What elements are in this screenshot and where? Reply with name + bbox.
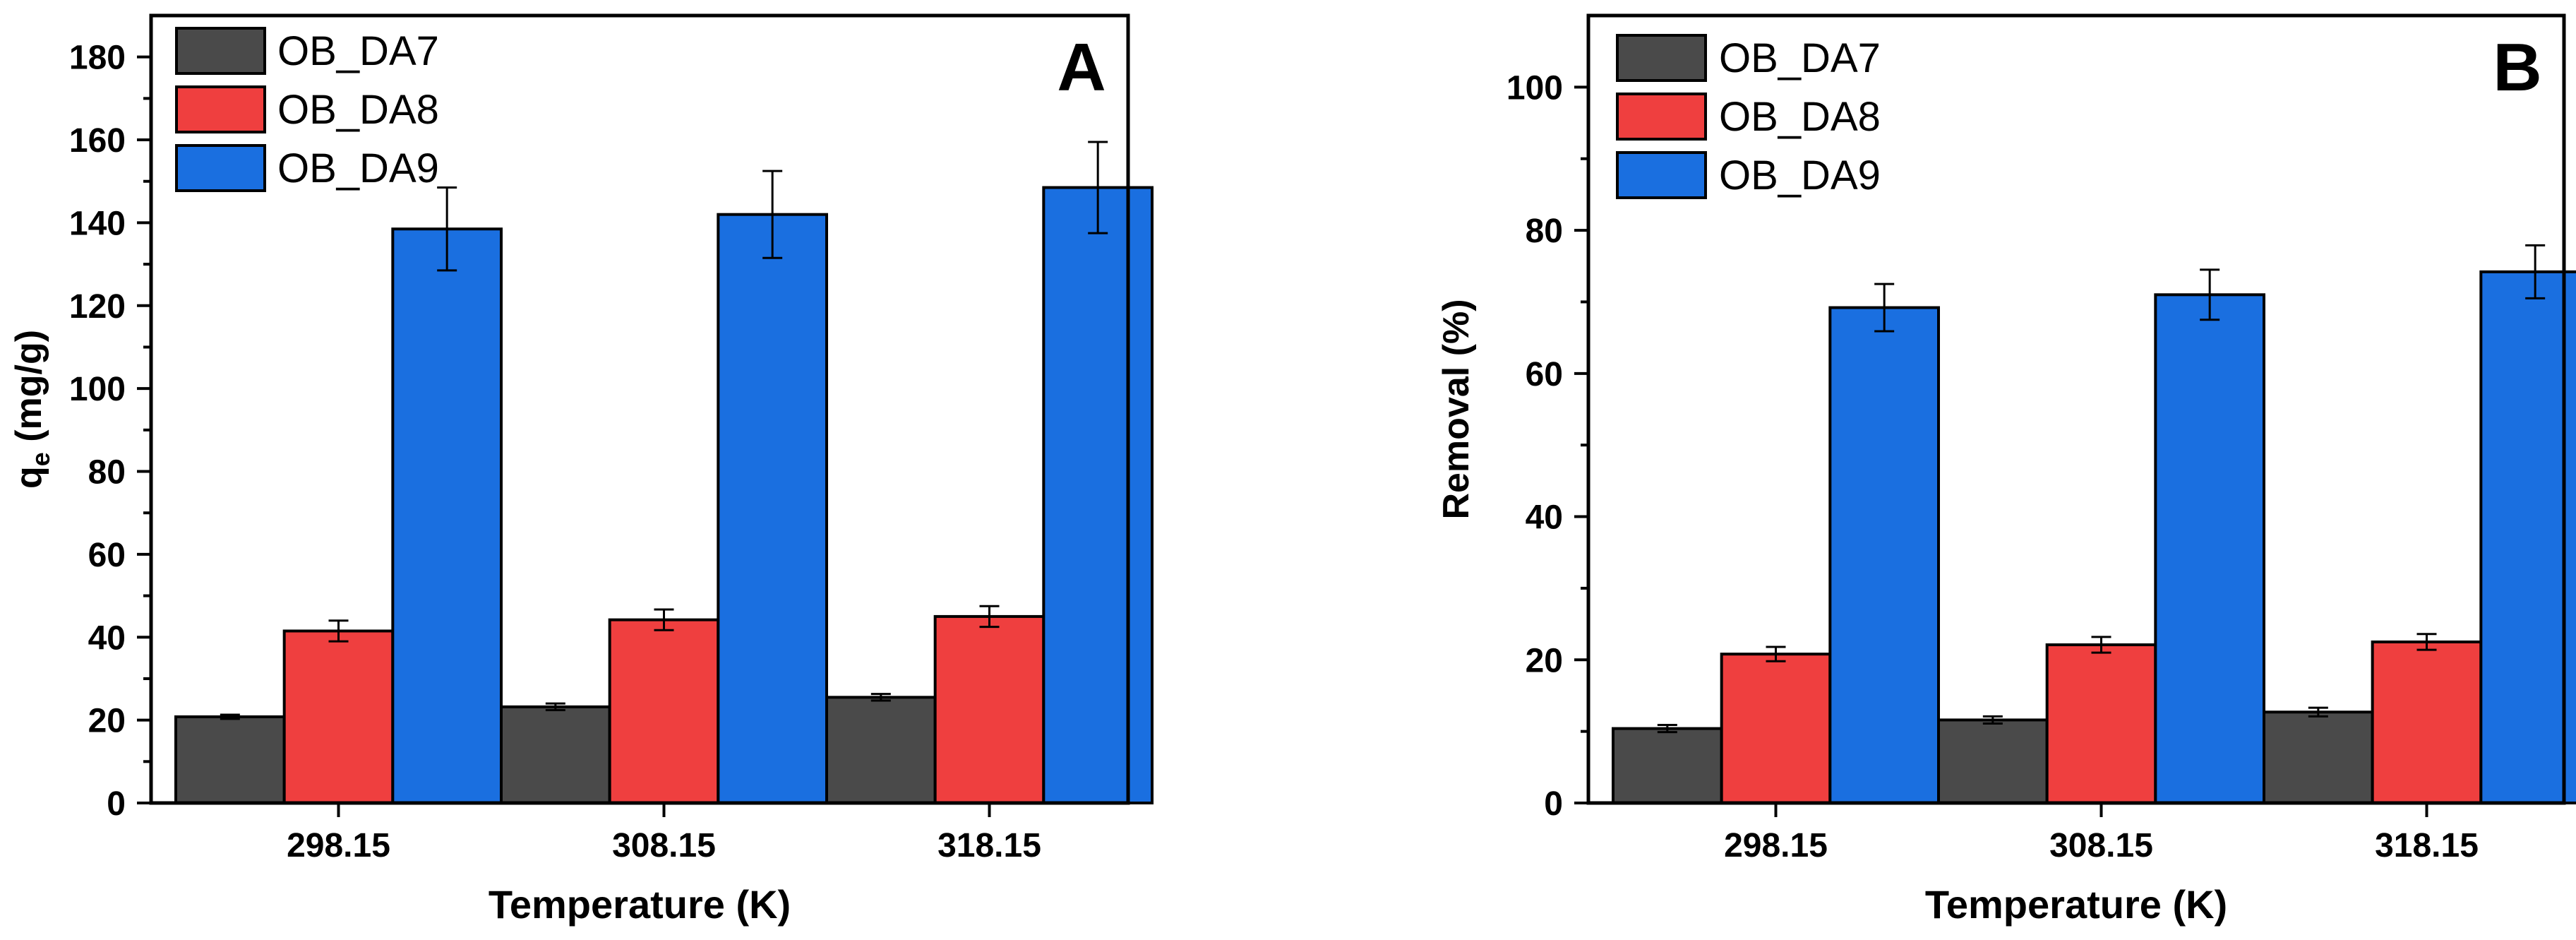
y-tick-label: 120 bbox=[69, 288, 126, 326]
y-axis-title: Removal (%) bbox=[1436, 299, 1477, 519]
y-tick-label: 160 bbox=[69, 122, 126, 160]
bar-ob-da7 bbox=[174, 715, 286, 804]
y-tick-label: 180 bbox=[69, 40, 126, 77]
legend-swatch bbox=[1616, 34, 1707, 82]
panel-label: A bbox=[1057, 30, 1106, 105]
x-axis-title: Temperature (K) bbox=[1925, 882, 2227, 927]
x-axis-title: Temperature (K) bbox=[489, 882, 791, 927]
x-tick-label: 308.15 bbox=[612, 827, 716, 864]
bar-ob-da8 bbox=[282, 629, 395, 804]
y-tick-label: 40 bbox=[1526, 499, 1563, 537]
bar-ob-da9 bbox=[717, 213, 828, 804]
bar-ob-da7 bbox=[500, 705, 611, 805]
legend-label: OB_DA9 bbox=[277, 145, 439, 191]
chart-b: 0 20 40 60 80 100 298.15 308.15 318.15 B Temperatu… bbox=[1436, 13, 2576, 927]
y-tick-label: 80 bbox=[1526, 213, 1563, 250]
legend-swatch bbox=[175, 85, 266, 133]
legend-swatch bbox=[1616, 151, 1707, 199]
y-tick-label: 20 bbox=[88, 703, 126, 740]
bar-ob-da7 bbox=[2263, 710, 2374, 804]
bar-ob-da8 bbox=[2045, 643, 2157, 805]
legend-swatch bbox=[1616, 93, 1707, 141]
bar-ob-da8 bbox=[933, 614, 1046, 805]
chart-a: 0 20 40 60 80 100 120 140 160 180 298.15 308.15 318.… bbox=[8, 13, 1154, 927]
bar-ob-da7 bbox=[825, 696, 937, 805]
y-tick-label: 0 bbox=[107, 785, 126, 823]
bar-ob-da7 bbox=[1937, 718, 2049, 804]
legend-label: OB_DA7 bbox=[277, 28, 439, 74]
y-axis-title: qe (mg/g) bbox=[8, 330, 55, 489]
legend-label: OB_DA9 bbox=[1719, 153, 1881, 198]
bar-ob-da8 bbox=[1720, 653, 1832, 804]
plot-frame bbox=[1586, 13, 2566, 805]
legend-label: OB_DA8 bbox=[1719, 94, 1881, 140]
y-tick-label: 40 bbox=[88, 619, 126, 657]
bar-ob-da9 bbox=[2479, 270, 2576, 804]
bar-ob-da9 bbox=[2154, 293, 2265, 804]
bar-ob-da8 bbox=[2371, 640, 2483, 804]
plot-frame bbox=[149, 13, 1130, 805]
y-tick-label: 60 bbox=[1526, 356, 1563, 393]
legend-label: OB_DA8 bbox=[277, 87, 439, 133]
legend-label: OB_DA7 bbox=[1719, 35, 1881, 81]
bar-ob-da7 bbox=[1612, 727, 1723, 804]
y-tick-label: 80 bbox=[88, 454, 126, 492]
bar-ob-da9 bbox=[1042, 186, 1154, 804]
y-tick-label: 100 bbox=[1506, 69, 1563, 107]
x-tick-label: 298.15 bbox=[287, 827, 390, 864]
y-tick-label: 140 bbox=[69, 205, 126, 242]
bar-ob-da8 bbox=[608, 618, 720, 804]
x-tick-label: 318.15 bbox=[2375, 827, 2479, 864]
x-tick-label: 308.15 bbox=[2049, 827, 2153, 864]
legend-swatch bbox=[175, 27, 266, 75]
panel-label: B bbox=[2493, 30, 2541, 105]
bar-ob-da9 bbox=[1828, 306, 1940, 804]
y-tick-label: 20 bbox=[1526, 642, 1563, 679]
y-tick-label: 60 bbox=[88, 537, 126, 574]
legend-swatch bbox=[175, 144, 266, 192]
x-tick-label: 318.15 bbox=[937, 827, 1041, 864]
bar-ob-da9 bbox=[391, 227, 503, 804]
y-tick-label: 0 bbox=[1544, 785, 1563, 823]
y-tick-label: 100 bbox=[69, 371, 126, 408]
x-tick-label: 298.15 bbox=[1724, 827, 1828, 864]
